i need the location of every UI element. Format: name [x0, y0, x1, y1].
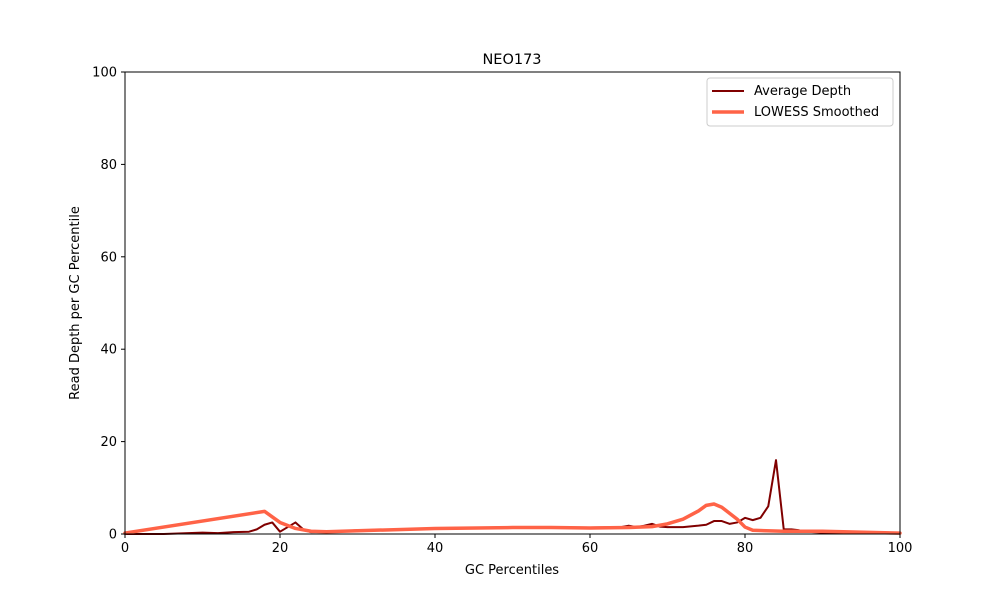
y-axis: 0 20 40 60 80 100 — [92, 66, 125, 543]
x-tick-label: 40 — [427, 541, 444, 556]
y-tick-label: 80 — [100, 158, 117, 173]
legend-label-lowess-smoothed: LOWESS Smoothed — [754, 105, 879, 120]
series-layer — [123, 459, 902, 535]
y-tick-label: 20 — [100, 435, 117, 450]
series-line-lowess-smoothed — [123, 502, 902, 535]
legend-box — [706, 77, 894, 127]
x-tick-label: 20 — [272, 541, 289, 556]
legend-label-average-depth: Average Depth — [754, 84, 851, 99]
x-axis: 0 20 40 60 80 100 — [121, 534, 913, 556]
y-tick-label: 100 — [92, 66, 117, 81]
y-axis-label: Read Depth per GC Percentile — [68, 206, 83, 400]
x-tick-label: 0 — [121, 541, 129, 556]
x-tick-label: 100 — [888, 541, 913, 556]
x-tick-label: 60 — [582, 541, 599, 556]
y-tick-label: 0 — [109, 528, 117, 543]
chart-title: NEO173 — [482, 52, 541, 68]
series-line-average-depth — [124, 459, 901, 535]
x-tick-label: 80 — [737, 541, 754, 556]
x-axis-label: GC Percentiles — [465, 563, 559, 578]
y-tick-label: 40 — [100, 343, 117, 358]
plot-frame — [124, 71, 901, 535]
legend: Average Depth LOWESS Smoothed — [706, 77, 894, 127]
y-tick-label: 60 — [100, 250, 117, 265]
